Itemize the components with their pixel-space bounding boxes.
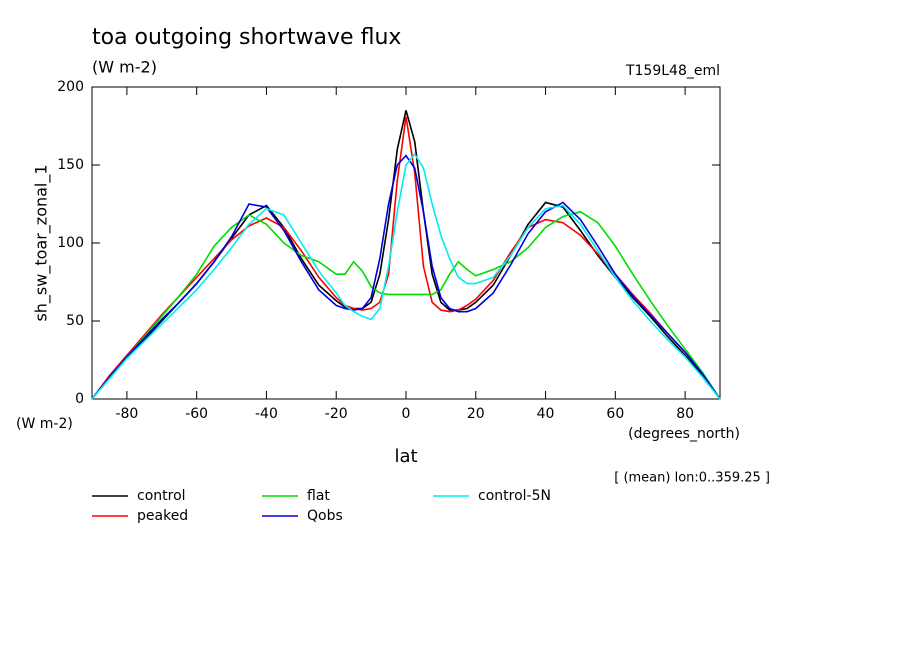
x-tick-label: 80 <box>676 406 694 422</box>
x-units: (degrees_north) <box>628 426 740 442</box>
y-units: (W m-2) <box>16 416 73 432</box>
x-tick-label: -80 <box>115 406 138 422</box>
y-tick-label: 200 <box>57 79 84 95</box>
chart-title: toa outgoing shortwave flux <box>92 25 401 50</box>
y-tick-label: 150 <box>57 157 84 173</box>
x-tick-label: 20 <box>467 406 485 422</box>
footnote: [ (mean) lon:0..359.25 ] <box>614 471 770 486</box>
legend-label: flat <box>307 488 330 504</box>
legend-label: peaked <box>137 508 188 524</box>
x-tick-label: 40 <box>537 406 555 422</box>
x-axis-label: lat <box>394 446 417 467</box>
legend-label: control-5N <box>478 488 551 504</box>
run-label: T159L48_eml <box>625 63 720 79</box>
x-tick-label: 0 <box>402 406 411 422</box>
subtitle: (W m-2) <box>92 58 157 77</box>
y-tick-label: 0 <box>75 391 84 407</box>
x-tick-label: -40 <box>255 406 278 422</box>
x-tick-label: 60 <box>606 406 624 422</box>
legend-label: Qobs <box>307 508 343 524</box>
y-tick-label: 50 <box>66 313 84 329</box>
y-tick-label: 100 <box>57 235 84 251</box>
series-line <box>91 210 721 400</box>
series-line <box>91 152 721 400</box>
x-tick-label: -60 <box>185 406 208 422</box>
y-axis-label: sh_sw_toar_zonal_1 <box>32 164 52 321</box>
x-tick-label: -20 <box>325 406 348 422</box>
legend-label: control <box>137 488 186 504</box>
series-line <box>91 154 721 400</box>
